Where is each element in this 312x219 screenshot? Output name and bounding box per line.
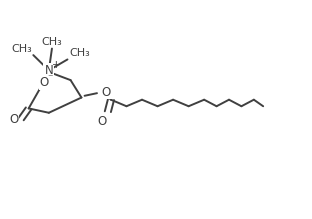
Text: O: O <box>9 113 18 126</box>
Text: CH₃: CH₃ <box>69 48 90 58</box>
Text: N: N <box>45 64 53 77</box>
Text: CH₃: CH₃ <box>41 37 62 48</box>
Text: O: O <box>97 115 106 128</box>
Text: O: O <box>40 76 49 89</box>
Text: CH₃: CH₃ <box>11 44 32 54</box>
Text: +: + <box>52 60 61 70</box>
Text: ⁻: ⁻ <box>47 73 52 83</box>
Text: O: O <box>102 86 111 99</box>
